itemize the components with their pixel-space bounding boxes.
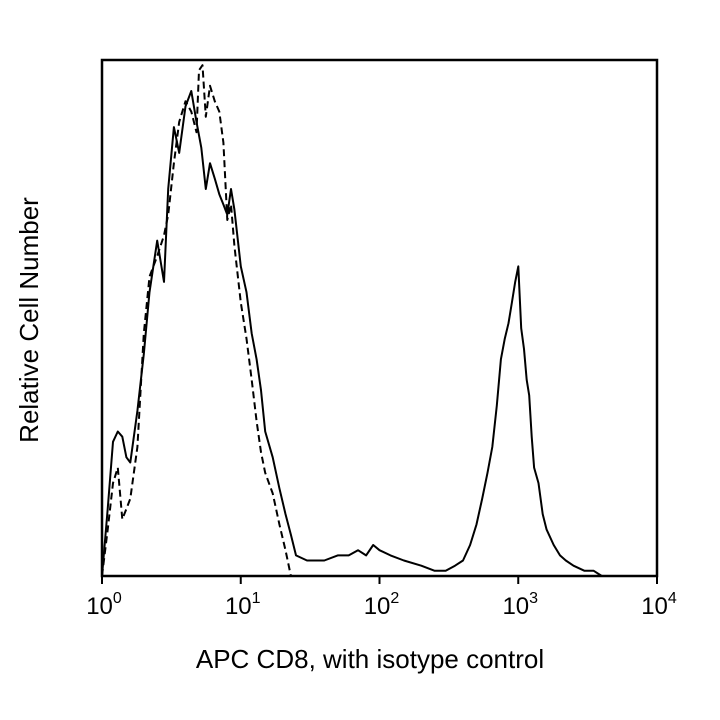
- x-axis-title: APC CD8, with isotype control: [196, 644, 544, 674]
- x-tick-label-exponent: 2: [390, 590, 399, 607]
- isotype-control-histogram-line: [101, 64, 292, 577]
- cd8-histogram-line: [101, 90, 609, 577]
- y-axis-title: Relative Cell Number: [14, 197, 44, 443]
- x-tick-label-base: 10: [502, 593, 529, 620]
- x-tick-label-exponent: 3: [529, 590, 538, 607]
- x-tick-label: 103: [502, 590, 538, 620]
- x-tick-label-exponent: 4: [668, 590, 677, 607]
- x-tick-label: 101: [225, 590, 261, 620]
- x-tick-label: 104: [641, 590, 677, 620]
- series-layer: [101, 64, 609, 577]
- x-tick-label: 102: [364, 590, 400, 620]
- x-tick-label-base: 10: [225, 593, 252, 620]
- x-tick-label-exponent: 0: [113, 590, 122, 607]
- x-tick-layer: 100 101 102 103 104: [86, 576, 677, 620]
- x-tick-label: 100: [86, 590, 122, 620]
- x-tick-label-exponent: 1: [252, 590, 261, 607]
- x-tick-label-base: 10: [641, 593, 668, 620]
- x-tick-label-base: 10: [86, 593, 113, 620]
- plot-frame: [100, 58, 659, 578]
- x-tick-label-base: 10: [364, 593, 391, 620]
